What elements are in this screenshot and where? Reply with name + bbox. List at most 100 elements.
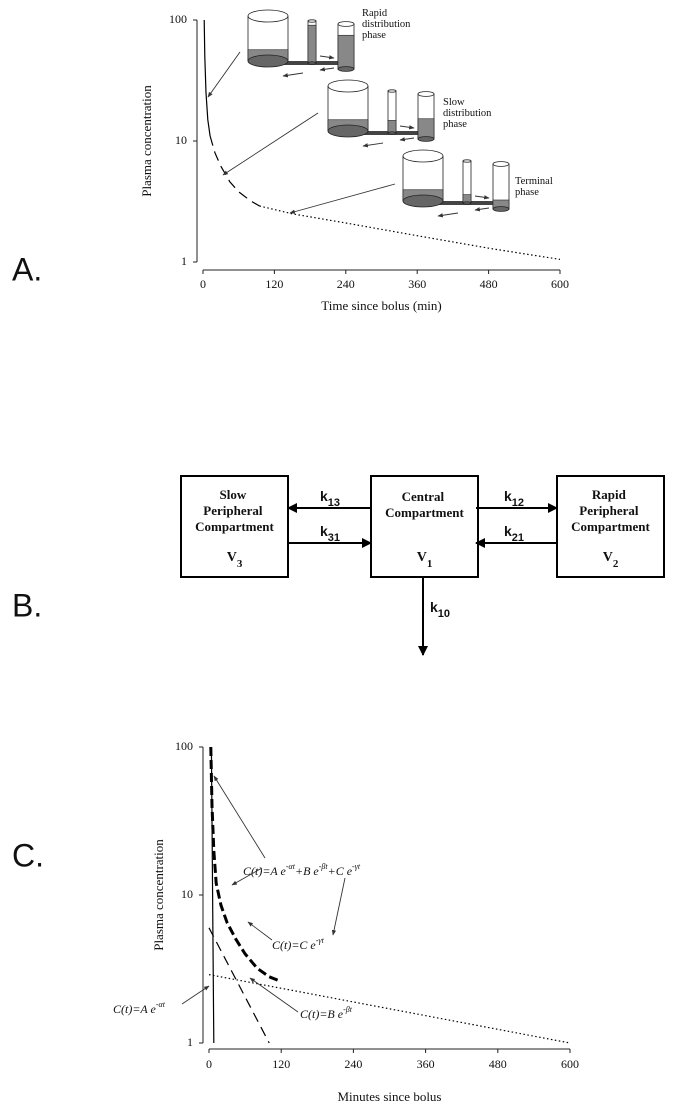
x-tick-label: 480 (480, 277, 498, 291)
x-tick-label: 600 (561, 1057, 579, 1071)
compartment-volume: V3 (227, 550, 243, 569)
tank-top (327, 79, 369, 93)
line-series (259, 205, 561, 260)
line-series (203, 19, 211, 137)
rate-index: 12 (512, 497, 524, 509)
panel-label: C. (12, 837, 44, 873)
tank-bottom (307, 61, 317, 65)
tank-bottom (402, 194, 444, 208)
panel-label: B. (12, 587, 42, 623)
annotation: Slow distribution phase (443, 97, 494, 130)
annotation-part: C(t)=B e (300, 1007, 344, 1021)
compartment-name: Slow Peripheral Compartment (195, 487, 274, 534)
y-tick-label: 10 (175, 133, 187, 147)
tank-top (417, 91, 435, 97)
annotation-arrow (222, 112, 319, 176)
compartment-box (556, 475, 665, 578)
rate-index: 31 (328, 532, 340, 544)
tank-bottom (462, 201, 472, 205)
tank-top (307, 19, 317, 23)
volume-symbol: V (227, 550, 237, 565)
annotation: C(t)=A e-αt (113, 1000, 166, 1015)
line-series (209, 135, 260, 207)
rate-label: k31 (320, 523, 340, 544)
annotation-arrow (181, 985, 210, 1005)
y-tick-label: 100 (169, 12, 187, 26)
compartment-name: Rapid Peripheral Compartment (571, 487, 650, 534)
annotation: C(t)=A e-αt+B e-βt+C e-γt (243, 862, 361, 877)
tank-liquid (337, 34, 355, 70)
tank-bottom (327, 124, 369, 138)
panel-label: A. (12, 251, 42, 287)
x-tick-label: 120 (272, 1057, 290, 1071)
volume-symbol: V (417, 550, 427, 565)
x-tick-label: 360 (408, 277, 426, 291)
compartment-box (180, 475, 289, 578)
tank-top (247, 9, 289, 23)
rate-symbol: k (430, 599, 438, 615)
annotation-arrow (331, 877, 346, 936)
annotation-part: C(t)=A e (243, 864, 287, 878)
annotation-part: +B e (295, 864, 319, 878)
rate-symbol: k (320, 523, 328, 539)
y-tick-label: 1 (187, 1035, 193, 1049)
volume-symbol: V (603, 550, 613, 565)
x-axis-label: Time since bolus (min) (321, 298, 442, 313)
annotation: C(t)=B e-βt (300, 1005, 353, 1020)
x-tick-label: 240 (337, 277, 355, 291)
flow-arrow (399, 137, 415, 142)
rate-label: k12 (504, 488, 524, 509)
annotation-part: -βt (343, 1005, 353, 1014)
annotation: Rapid distribution phase (362, 8, 413, 41)
tank-bottom (337, 66, 355, 72)
tank-liquid (417, 118, 435, 140)
x-tick-label: 120 (265, 277, 283, 291)
annotation-part: -γt (316, 936, 325, 945)
rate-index: 21 (512, 532, 524, 544)
flow-arrow (474, 195, 490, 200)
line-series (209, 746, 282, 983)
x-tick-label: 480 (489, 1057, 507, 1071)
annotation-arrow (289, 183, 396, 214)
x-tick-label: 0 (206, 1057, 212, 1071)
annotation: Terminal phase (515, 176, 555, 198)
tank-liquid (387, 120, 397, 134)
y-tick-label: 100 (175, 739, 193, 753)
compartment-volume: V2 (603, 550, 619, 569)
rate-symbol: k (504, 488, 512, 504)
rate-label: k21 (504, 523, 524, 544)
y-axis-label: Plasma concentration (139, 85, 154, 197)
flow-arrow (282, 72, 304, 78)
annotation-part: C(t)=C e (272, 938, 316, 952)
flow-arrow (319, 67, 335, 72)
line-series (208, 927, 270, 1044)
annotation-part: C(t)=A e (113, 1002, 157, 1016)
volume-index: 2 (613, 558, 619, 570)
rate-symbol: k (504, 523, 512, 539)
x-tick-label: 600 (551, 277, 569, 291)
line-series (210, 746, 215, 1044)
x-tick-label: 0 (200, 277, 206, 291)
volume-index: 1 (427, 558, 433, 570)
rate-index: 10 (438, 608, 450, 620)
y-axis-label: Plasma concentration (151, 839, 166, 951)
y-tick-label: 10 (181, 887, 193, 901)
annotation-arrow (231, 867, 263, 886)
tank-top (492, 161, 510, 167)
volume-index: 3 (237, 558, 243, 570)
annotation-part: -γt (352, 862, 361, 871)
tank-top (337, 21, 355, 27)
line-series (208, 974, 571, 1044)
tank-bottom (417, 136, 435, 142)
tank-top (462, 159, 472, 163)
rate-symbol: k (320, 488, 328, 504)
y-tick-label: 1 (181, 254, 187, 268)
x-tick-label: 360 (417, 1057, 435, 1071)
annotation-part: +C e (328, 864, 353, 878)
flow-arrow (319, 55, 335, 60)
annotation-arrow (247, 921, 273, 941)
tank-bottom (247, 54, 289, 68)
rate-index: 13 (328, 497, 340, 509)
annotation-arrow (207, 51, 241, 98)
